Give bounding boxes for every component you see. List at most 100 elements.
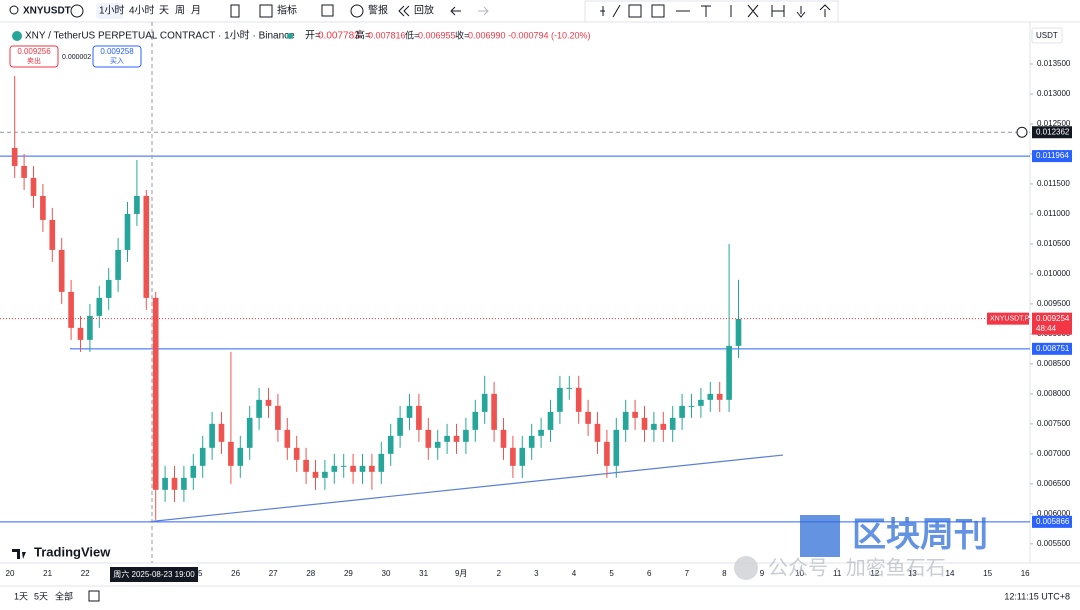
candle-body (322, 471, 328, 478)
x-tick-label: 11 (833, 569, 842, 578)
indicator-icon[interactable] (259, 4, 273, 18)
candle-body (152, 297, 159, 490)
buy-button[interactable] (92, 45, 142, 68)
candle-body (594, 423, 601, 442)
interval[interactable]: 周 (175, 5, 185, 17)
candle-body (58, 249, 65, 292)
candle-body (575, 387, 582, 412)
drawing-toolbar (584, 0, 839, 23)
range[interactable]: 全部 (55, 590, 73, 601)
close-value: 0.006990 (468, 30, 506, 40)
date-range-icon[interactable] (88, 590, 100, 602)
candle-body (228, 441, 234, 466)
candle-body (538, 429, 544, 436)
status-dot (287, 33, 293, 39)
replay[interactable]: 回放 (414, 4, 434, 17)
replay-icon[interactable] (398, 5, 410, 17)
candle-body (378, 453, 385, 472)
x-tick-label: 20 (6, 569, 15, 578)
candle-body (303, 459, 309, 472)
price-line-label-bg (1032, 515, 1072, 528)
candle-body (387, 435, 394, 454)
currency-box[interactable] (1031, 27, 1063, 44)
candle-body (143, 195, 150, 298)
crosshair-label-bg (110, 567, 198, 582)
candle-body (688, 405, 695, 407)
candle-body (11, 147, 18, 166)
candle-body (181, 477, 187, 490)
x-tick-label: 3 (534, 569, 539, 578)
x-tick-label: 9 (760, 569, 765, 578)
x-tick-label: 28 (306, 569, 315, 578)
candle-body (209, 423, 215, 448)
interval[interactable]: 1小时 (99, 5, 125, 17)
range[interactable]: 5天 (34, 591, 48, 601)
alert-icon[interactable] (350, 4, 364, 18)
y-tick-label: 0.012500 (1037, 119, 1071, 128)
y-tick-label: 0.005500 (1037, 539, 1071, 548)
alert[interactable]: 警报 (368, 4, 388, 17)
candle-body (519, 447, 526, 466)
y-tick-label: 0.013000 (1037, 89, 1071, 98)
branding: TradingView (12, 544, 111, 559)
chart-type-icon[interactable] (230, 4, 240, 18)
interval[interactable]: 天 (159, 6, 169, 17)
undo[interactable] (450, 6, 461, 16)
candle-body (96, 297, 103, 316)
price-line-label-bg (1032, 150, 1072, 163)
sell-label: 卖出 (27, 56, 41, 65)
currency: USDT (1036, 31, 1058, 40)
legend-title: XNY / TetherUS PERPETUAL CONTRACT · 1小时 … (25, 30, 295, 42)
y-tick-label: 0.006500 (1037, 479, 1071, 488)
watermark-logo (800, 515, 840, 557)
candle-body (77, 327, 84, 340)
watermark-account: 公众号 · 加密鱼石石 (768, 556, 946, 579)
range[interactable]: 1天 (14, 591, 28, 601)
candle-body (425, 429, 432, 448)
y-tick-label: 0.011500 (1037, 179, 1070, 188)
branding: TradingView (34, 544, 111, 559)
legend: XNY / TetherUS PERPETUAL CONTRACT · 1小时 … (9, 29, 591, 68)
buy-label: 买入 (110, 57, 124, 65)
candle-body (246, 417, 253, 448)
add-symbol[interactable] (70, 4, 84, 18)
candle-body (369, 465, 375, 472)
watermark: 公众号 · 加密鱼石石 区块周刊 (734, 515, 988, 580)
symbol[interactable]: XNYUSDT (23, 6, 71, 17)
candle-body (162, 477, 168, 490)
candle-body (134, 195, 140, 214)
last-price-symbol-bg (987, 312, 1029, 325)
interval[interactable]: 4小时 (129, 5, 155, 17)
drawing-tools[interactable] (600, 4, 831, 18)
low-label: 低= (405, 29, 419, 40)
open-value: 0.007783 (318, 31, 360, 42)
candle-body (528, 435, 535, 448)
candle-body (265, 399, 272, 406)
interval-active (96, 3, 123, 19)
x-tick-label: 14 (946, 569, 955, 578)
layout-icon[interactable] (321, 4, 334, 17)
candle-body (716, 393, 723, 400)
high-value: 0.007816 (368, 30, 406, 40)
candle-body (566, 387, 573, 389)
high-label: 高= (355, 29, 371, 42)
redo[interactable] (478, 6, 489, 16)
candle-body (331, 465, 338, 472)
y-tick-label: 0.008500 (1037, 359, 1071, 368)
search-icon[interactable] (9, 5, 19, 15)
candle-body (340, 465, 347, 467)
x-tick-label: 25 (194, 569, 203, 578)
alert-label-bg (1032, 126, 1072, 139)
price-line-label: 0.011964 (1036, 151, 1069, 160)
indicators[interactable]: 指标 (277, 4, 297, 17)
x-tick-label: 12 (870, 569, 879, 578)
candle-body (40, 195, 46, 220)
interval[interactable]: 月 (191, 5, 201, 17)
alert-plus (1016, 126, 1028, 138)
sell-button[interactable] (9, 45, 59, 68)
y-tick-label: 0.006000 (1037, 509, 1071, 518)
candle-body (293, 447, 300, 460)
x-tick-label: 10 (795, 569, 804, 578)
